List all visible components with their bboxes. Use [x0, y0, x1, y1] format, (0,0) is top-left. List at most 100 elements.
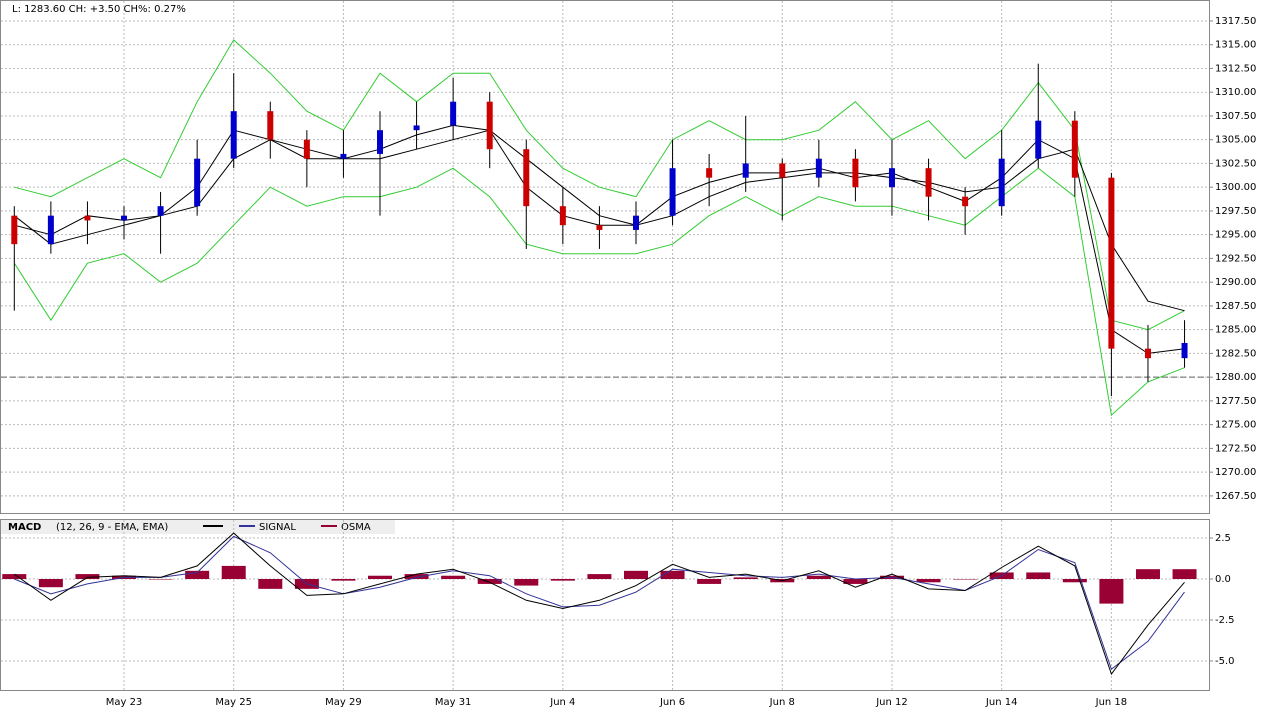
legend-entry: SIGNAL	[259, 522, 296, 533]
candle-body	[559, 206, 566, 226]
candle-body	[194, 158, 201, 207]
osma-bar	[1172, 569, 1197, 580]
osma-bar	[587, 574, 612, 580]
x-tick-label: Jun 4	[549, 697, 575, 708]
osma-bar	[258, 579, 283, 589]
osma-bar	[953, 579, 978, 580]
candle-body	[413, 125, 420, 131]
macd-panel	[0, 519, 1210, 691]
candle-body	[852, 158, 859, 188]
y-tick-label: 1277.50	[1215, 396, 1256, 407]
candle-body	[84, 215, 91, 221]
y-tick-label: 1280.00	[1215, 372, 1256, 383]
osma-bar	[404, 574, 429, 580]
candle-body	[1181, 342, 1188, 359]
candle-body	[1071, 120, 1078, 178]
candle-body	[523, 149, 530, 207]
y-tick-label: 1285.00	[1215, 325, 1256, 336]
osma-bar	[843, 579, 868, 584]
legend-entry: OSMA	[341, 522, 371, 533]
y-tick-label: 1267.50	[1215, 491, 1256, 502]
osma-bar	[916, 579, 941, 583]
x-tick-label: May 31	[435, 697, 472, 708]
candle-body	[669, 168, 676, 216]
y-tick-label: -2.5	[1215, 615, 1235, 626]
candle-body	[632, 215, 639, 230]
candle-body	[706, 168, 713, 178]
indicator-line	[13, 167, 1185, 417]
candle-body	[450, 101, 457, 126]
y-tick-label: 1270.00	[1215, 467, 1256, 478]
y-tick-label: 1310.00	[1215, 87, 1256, 98]
x-tick-label: May 23	[106, 697, 143, 708]
candle-body	[962, 196, 969, 207]
candle-body	[303, 139, 310, 159]
y-tick-label: 1272.50	[1215, 443, 1256, 454]
candle-body	[486, 101, 493, 150]
osma-bar	[477, 579, 502, 584]
y-tick-label: 0.0	[1215, 574, 1231, 585]
y-tick-label: -5.0	[1215, 656, 1235, 667]
x-tick-label: Jun 12	[875, 697, 908, 708]
candle-body	[230, 111, 237, 159]
candle-body	[815, 158, 822, 178]
header-bg	[1, 1, 181, 15]
x-tick-label: May 29	[325, 697, 362, 708]
osma-bar	[697, 579, 722, 584]
candle-body	[779, 163, 786, 178]
osma-bar	[368, 575, 392, 580]
y-tick-label: 1302.50	[1215, 158, 1256, 169]
y-tick-label: 1317.50	[1215, 16, 1256, 27]
y-tick-label: 1300.00	[1215, 182, 1256, 193]
price-header: L: 1283.60 CH: +3.50 CH%: 0.27%	[12, 4, 186, 15]
indicator-line	[14, 535, 1185, 671]
x-tick-label: Jun 8	[769, 697, 795, 708]
candle-body	[1035, 120, 1042, 159]
indicator-line	[14, 532, 1185, 676]
osma-bar	[2, 574, 27, 580]
y-tick-label: 1312.50	[1215, 63, 1256, 74]
osma-bar	[1099, 579, 1124, 604]
y-tick-label: 1295.00	[1215, 230, 1256, 241]
y-tick-label: 1292.50	[1215, 253, 1256, 264]
price-panel	[0, 0, 1210, 514]
y-tick-label: 1305.00	[1215, 135, 1256, 146]
x-tick-label: May 25	[215, 697, 252, 708]
candle-body	[267, 111, 274, 140]
y-tick-label: 1297.50	[1215, 206, 1256, 217]
y-tick-label: 1287.50	[1215, 301, 1256, 312]
osma-bar	[623, 570, 648, 580]
osma-bar	[1135, 569, 1160, 580]
osma-bar	[660, 570, 685, 580]
y-tick-label: 1290.00	[1215, 277, 1256, 288]
osma-bar	[38, 579, 63, 588]
y-tick-label: 1275.00	[1215, 420, 1256, 431]
osma-bar	[806, 575, 831, 580]
osma-bar	[331, 579, 356, 581]
osma-bar	[1062, 579, 1087, 583]
candle-body	[340, 153, 347, 159]
candle-body	[47, 215, 54, 245]
x-tick-label: Jun 6	[659, 697, 685, 708]
osma-bar	[75, 574, 100, 580]
osma-bar	[441, 575, 466, 580]
indicator-line	[14, 39, 1185, 331]
candle-body	[998, 158, 1005, 207]
y-tick-label: 1315.00	[1215, 40, 1256, 51]
x-tick-label: Jun 18	[1095, 697, 1128, 708]
candle-body	[888, 168, 895, 188]
y-tick-label: 1282.50	[1215, 348, 1256, 359]
macd-params: (12, 26, 9 - EMA, EMA)	[56, 522, 168, 533]
candle-body	[1144, 348, 1151, 359]
osma-bar	[733, 577, 758, 580]
candle-body	[596, 225, 603, 230]
candle-body	[377, 130, 383, 154]
osma-bar	[550, 579, 575, 581]
y-tick-label: 1307.50	[1215, 111, 1256, 122]
macd-legend-bg	[1, 520, 395, 534]
candle-body	[742, 163, 749, 178]
osma-bar	[514, 579, 539, 586]
candle-body	[121, 215, 128, 221]
osma-bar	[148, 579, 173, 580]
